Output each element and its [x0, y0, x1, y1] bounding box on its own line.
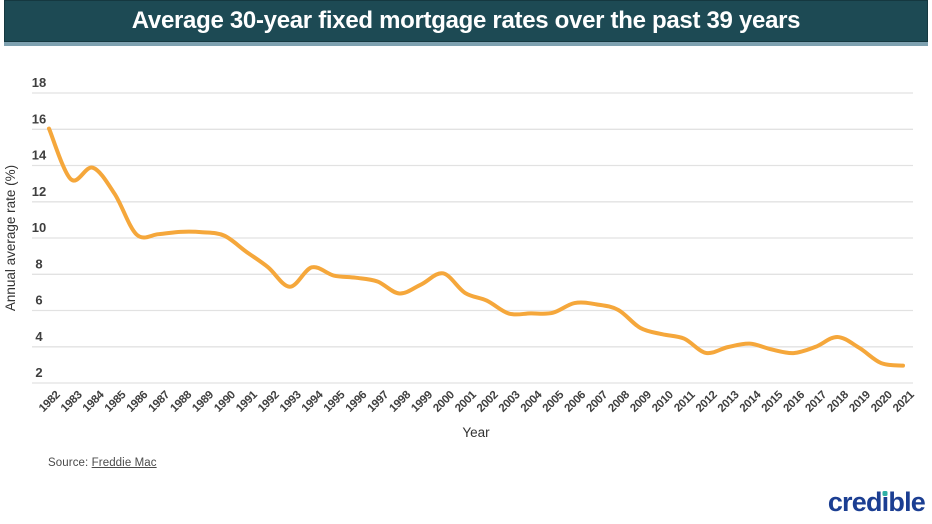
x-tick-label: 2000: [431, 389, 457, 415]
chart-title: Average 30-year fixed mortgage rates ove…: [131, 7, 801, 34]
x-tick-label: 1987: [147, 389, 173, 415]
x-tick-label: 1994: [300, 388, 326, 414]
logo-text-post: ble: [888, 487, 925, 517]
x-tick-label: 1988: [168, 388, 194, 414]
x-tick-label: 2006: [563, 389, 589, 415]
y-axis-title: Annual average rate (%): [3, 165, 18, 311]
x-tick-label: 1985: [103, 388, 129, 414]
y-tick-label: 14: [32, 148, 47, 163]
x-tick-label: 1993: [278, 389, 304, 415]
x-tick-label: 2019: [847, 389, 873, 415]
x-tick-label: 2007: [584, 389, 610, 415]
x-tick-label: 1982: [37, 389, 63, 415]
credible-logo[interactable]: cred ıble: [827, 487, 926, 517]
x-tick-label: 1997: [366, 389, 392, 415]
x-tick-label: 2003: [497, 389, 523, 415]
y-tick-label: 18: [32, 75, 46, 90]
x-tick-label: 2018: [825, 388, 851, 414]
y-tick-label: 4: [35, 329, 43, 344]
logo-text-pre: cred: [827, 487, 883, 517]
x-tick-label: 1991: [234, 388, 260, 414]
logo-i-dot-icon: [882, 491, 888, 496]
x-tick-label: 2010: [650, 389, 676, 415]
logo-letter-i: ı: [881, 487, 889, 517]
y-tick-label: 6: [35, 293, 42, 308]
x-tick-label: 2021: [891, 388, 917, 414]
x-tick-label: 2013: [716, 389, 742, 415]
x-tick-label: 2016: [782, 389, 808, 415]
x-tick-label: 2015: [760, 388, 786, 414]
y-tick-label: 8: [35, 256, 42, 271]
x-tick-label: 1995: [322, 388, 348, 414]
source-note: Source: Freddie Mac: [48, 457, 157, 469]
rate-line-series: [47, 126, 905, 368]
y-tick-label: 2: [35, 365, 42, 380]
x-tick-label: 1983: [59, 389, 85, 415]
source-link[interactable]: Freddie Mac: [91, 457, 157, 469]
x-tick-label: 1990: [212, 389, 238, 415]
x-tick-label: 1986: [125, 389, 151, 415]
x-tick-label: 2011: [672, 389, 698, 415]
x-tick-label: 1999: [409, 389, 435, 415]
y-tick-label: 16: [32, 111, 46, 126]
x-tick-label: 1984: [81, 388, 107, 414]
x-tick-label: 2004: [519, 388, 545, 414]
x-axis-title: Year: [462, 425, 490, 440]
x-tick-label: 2008: [606, 388, 632, 414]
x-tick-label: 2014: [738, 388, 764, 414]
y-tick-label: 12: [32, 184, 46, 199]
x-tick-label: 2017: [803, 389, 829, 415]
source-label: Source:: [48, 457, 89, 469]
x-tick-label: 2009: [628, 389, 654, 415]
x-tick-label: 1996: [344, 389, 370, 415]
y-tick-label: 10: [32, 220, 46, 235]
x-tick-label: 2020: [869, 389, 895, 415]
x-tick-label: 2012: [694, 389, 720, 415]
chart-title-banner: Average 30-year fixed mortgage rates ove…: [4, 0, 928, 42]
x-tick-label: 1998: [387, 388, 413, 414]
x-tick-label: 1992: [256, 389, 282, 415]
x-tick-label: 1989: [190, 389, 216, 415]
x-tick-label: 2005: [541, 388, 567, 414]
x-tick-label: 2001: [453, 388, 479, 414]
x-tick-label: 2002: [475, 389, 501, 415]
